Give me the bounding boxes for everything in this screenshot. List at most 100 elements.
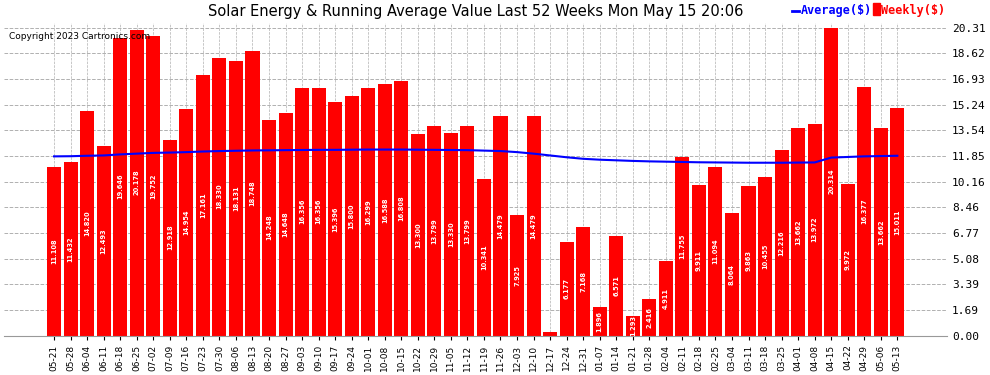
Bar — [626, 316, 640, 336]
Text: 11.432: 11.432 — [67, 236, 73, 262]
Bar — [742, 186, 755, 336]
Bar — [593, 307, 607, 336]
Text: 19.646: 19.646 — [117, 174, 123, 200]
Bar — [692, 185, 706, 336]
Text: 12.493: 12.493 — [101, 228, 107, 254]
Text: Weekly($): Weekly($) — [881, 4, 945, 17]
Text: 4.911: 4.911 — [663, 288, 669, 309]
Text: 12.918: 12.918 — [166, 225, 173, 251]
Text: 1.293: 1.293 — [630, 315, 636, 336]
Title: Solar Energy & Running Average Value Last 52 Weeks Mon May 15 20:06: Solar Energy & Running Average Value Las… — [208, 4, 743, 19]
Text: 16.356: 16.356 — [299, 199, 305, 224]
Bar — [394, 81, 408, 336]
Text: 11.755: 11.755 — [679, 234, 685, 259]
Bar — [345, 96, 358, 336]
Text: 12.216: 12.216 — [778, 230, 785, 256]
Bar — [378, 84, 392, 336]
Bar — [444, 134, 458, 336]
Bar — [808, 124, 822, 336]
Bar — [278, 114, 293, 336]
Bar — [196, 75, 210, 336]
Bar — [246, 51, 259, 336]
Bar — [477, 179, 491, 336]
Bar — [527, 116, 541, 336]
Text: 13.662: 13.662 — [795, 219, 801, 245]
Bar — [411, 134, 425, 336]
Bar — [774, 150, 789, 336]
Text: 19.752: 19.752 — [150, 173, 156, 199]
Text: 9.863: 9.863 — [745, 250, 751, 271]
Text: 13.330: 13.330 — [447, 222, 453, 248]
Text: 6.177: 6.177 — [563, 278, 569, 299]
Bar — [113, 38, 128, 336]
Bar — [229, 61, 243, 336]
Bar — [758, 177, 772, 336]
Text: 18.330: 18.330 — [217, 184, 223, 209]
Text: 11.094: 11.094 — [713, 238, 719, 264]
Text: 8.064: 8.064 — [729, 264, 735, 285]
Text: 14.479: 14.479 — [531, 213, 537, 238]
Text: 1.896: 1.896 — [597, 310, 603, 332]
Text: 15.396: 15.396 — [333, 206, 339, 232]
Bar — [147, 36, 160, 336]
Text: 13.799: 13.799 — [432, 218, 438, 244]
Bar — [493, 116, 508, 336]
Text: 14.648: 14.648 — [282, 212, 288, 237]
Bar — [643, 299, 656, 336]
Text: 10.341: 10.341 — [481, 244, 487, 270]
Bar — [725, 213, 739, 336]
Text: 14.479: 14.479 — [498, 213, 504, 238]
Text: 6.571: 6.571 — [613, 275, 619, 296]
Text: 13.972: 13.972 — [812, 217, 818, 243]
Text: 20.178: 20.178 — [134, 170, 140, 195]
Bar — [213, 58, 227, 336]
Bar — [312, 88, 326, 336]
Text: 11.108: 11.108 — [51, 238, 57, 264]
Bar — [873, 3, 880, 15]
Text: 20.314: 20.314 — [829, 169, 835, 194]
Text: 18.748: 18.748 — [249, 181, 255, 206]
Bar — [559, 242, 573, 336]
Text: 9.972: 9.972 — [844, 249, 850, 270]
Bar — [658, 261, 673, 336]
Bar — [791, 129, 805, 336]
Text: 16.299: 16.299 — [365, 199, 371, 225]
Text: 9.911: 9.911 — [696, 250, 702, 271]
Text: 16.356: 16.356 — [316, 199, 322, 224]
Bar — [162, 140, 177, 336]
Bar — [576, 227, 590, 336]
Bar — [709, 167, 723, 336]
Text: 13.799: 13.799 — [464, 218, 470, 244]
Bar — [262, 120, 276, 336]
Bar — [824, 28, 839, 336]
Bar — [428, 126, 442, 336]
Bar — [48, 167, 61, 336]
Text: 18.131: 18.131 — [233, 185, 239, 211]
Text: 2.416: 2.416 — [646, 307, 652, 328]
Bar — [80, 111, 94, 336]
Bar — [295, 88, 309, 336]
Bar — [328, 102, 343, 336]
Text: 17.161: 17.161 — [200, 193, 206, 218]
Text: 14.954: 14.954 — [183, 210, 189, 235]
Text: 15.800: 15.800 — [348, 203, 354, 228]
Text: Average($): Average($) — [801, 4, 872, 17]
Bar — [97, 146, 111, 336]
Bar — [460, 126, 474, 336]
Bar — [63, 162, 77, 336]
Text: 14.820: 14.820 — [84, 210, 90, 236]
Bar — [361, 88, 375, 336]
Text: 16.808: 16.808 — [398, 195, 404, 221]
Text: 15.011: 15.011 — [894, 209, 900, 234]
Text: 7.925: 7.925 — [514, 265, 520, 286]
Bar — [675, 158, 689, 336]
Text: 13.300: 13.300 — [415, 222, 421, 248]
Bar — [544, 332, 557, 336]
Text: 13.662: 13.662 — [878, 219, 884, 245]
Text: 7.168: 7.168 — [580, 271, 586, 292]
Bar — [179, 109, 193, 336]
Text: 14.248: 14.248 — [266, 215, 272, 240]
Bar — [857, 87, 871, 336]
Bar — [890, 108, 904, 336]
Bar — [609, 236, 624, 336]
